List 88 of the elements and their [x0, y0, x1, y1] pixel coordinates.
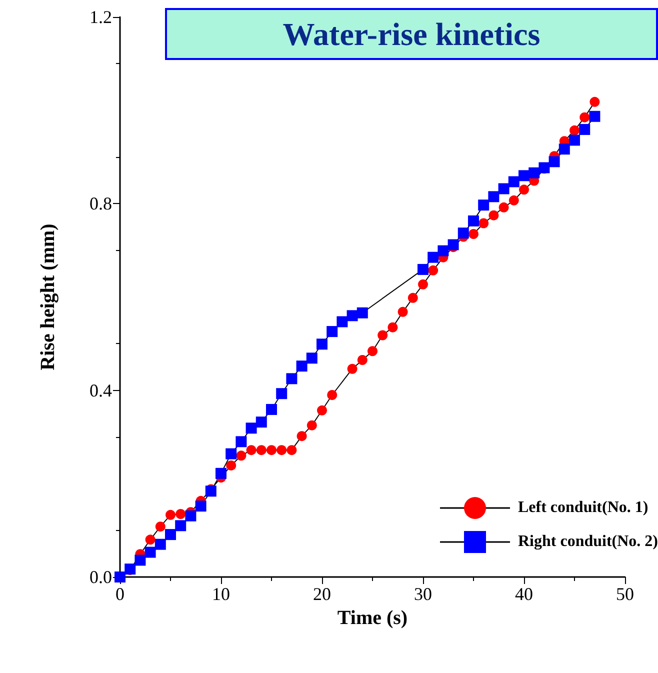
point — [165, 529, 176, 540]
point — [580, 112, 590, 122]
x-tick-label: 40 — [515, 584, 533, 604]
point — [266, 445, 276, 456]
point — [236, 436, 247, 448]
y-tick-label: 1.2 — [90, 7, 112, 27]
x-tick-label: 50 — [616, 584, 634, 604]
point — [256, 416, 267, 428]
point — [296, 431, 307, 442]
y-axis-title: Rise height (mm) — [37, 224, 59, 370]
point — [256, 445, 266, 456]
point — [388, 322, 398, 332]
point — [306, 420, 317, 430]
legend-label: Left conduit(No. 1) — [518, 499, 648, 517]
point — [144, 546, 156, 558]
chart-title: Water-rise kinetics — [282, 16, 540, 52]
point — [589, 110, 600, 122]
point — [317, 405, 327, 416]
x-axis-title: Time (s) — [337, 606, 408, 629]
point — [346, 310, 358, 322]
point — [488, 210, 499, 220]
point — [458, 228, 469, 239]
point — [428, 252, 439, 263]
point — [408, 292, 418, 303]
legend-label: Right conduit(No. 2) — [518, 533, 658, 551]
point — [418, 279, 428, 290]
point — [216, 468, 226, 479]
point — [448, 239, 459, 250]
point — [368, 346, 378, 356]
point — [145, 534, 156, 545]
point — [438, 245, 449, 256]
point — [508, 195, 519, 206]
point — [336, 316, 348, 328]
point — [316, 338, 328, 350]
x-tick-label: 20 — [313, 584, 331, 604]
point — [570, 125, 580, 136]
point — [478, 200, 490, 211]
point — [519, 184, 529, 195]
point — [468, 229, 478, 239]
point — [327, 390, 338, 400]
point — [378, 330, 388, 340]
point — [357, 355, 368, 365]
point — [347, 364, 358, 374]
point — [498, 202, 509, 212]
point — [579, 124, 590, 135]
y-tick-label: 0.4 — [90, 380, 112, 400]
y-tick-label: 0.8 — [90, 194, 112, 214]
point — [528, 167, 540, 178]
point — [518, 170, 530, 182]
point — [166, 510, 176, 520]
point — [590, 96, 600, 107]
point — [236, 450, 246, 461]
point — [205, 486, 216, 497]
y-tick-label: 0.0 — [90, 567, 112, 587]
point — [185, 510, 196, 522]
point — [306, 352, 318, 364]
point — [498, 183, 510, 194]
point — [154, 538, 166, 550]
x-tick-label: 30 — [414, 584, 432, 604]
point — [286, 445, 297, 456]
point — [134, 554, 146, 566]
point — [226, 460, 236, 470]
point — [195, 500, 206, 512]
point — [276, 388, 288, 400]
point — [326, 326, 338, 338]
point — [266, 404, 277, 415]
point — [155, 522, 166, 532]
point — [176, 509, 186, 519]
point — [276, 445, 287, 456]
point — [428, 265, 438, 276]
point — [175, 520, 186, 532]
point — [478, 218, 489, 228]
point — [569, 134, 580, 146]
point — [418, 264, 428, 275]
x-tick-label: 0 — [116, 584, 124, 604]
point — [246, 422, 257, 434]
point — [468, 215, 479, 226]
point — [296, 360, 308, 372]
point — [488, 191, 500, 202]
point — [398, 306, 408, 317]
point — [226, 448, 237, 460]
point — [356, 307, 368, 318]
point — [246, 445, 256, 456]
point — [558, 144, 570, 155]
point — [548, 156, 560, 168]
point — [508, 176, 520, 188]
x-tick-label: 10 — [212, 584, 230, 604]
point — [286, 373, 298, 384]
